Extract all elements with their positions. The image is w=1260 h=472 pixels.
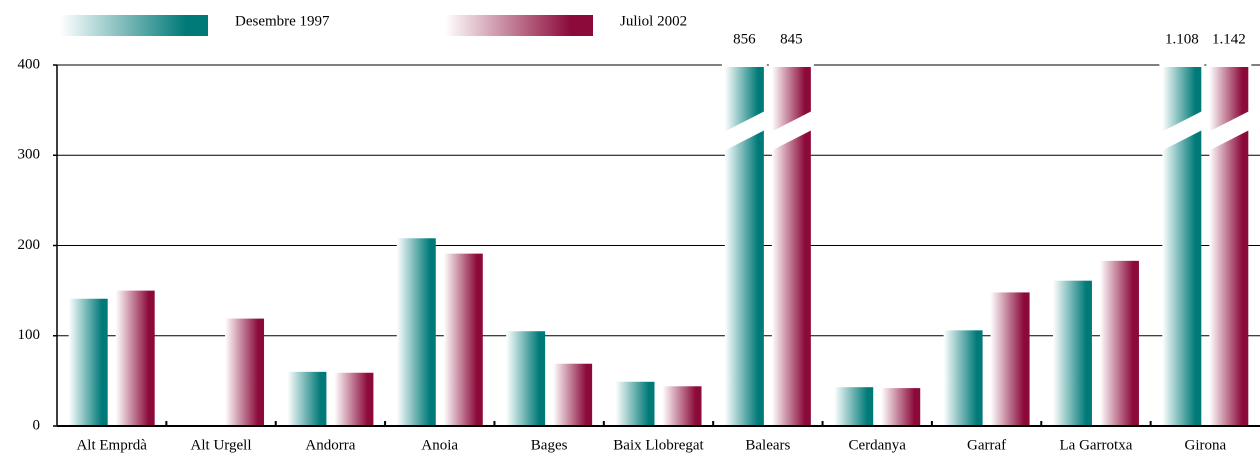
bar	[834, 387, 874, 426]
y-tick-label: 200	[18, 237, 41, 253]
x-tick-label: Alt Emprdà	[76, 437, 147, 453]
x-tick-label: Cerdanya	[848, 437, 906, 453]
bar	[443, 253, 483, 426]
y-tick-label: 400	[18, 56, 41, 72]
legend-label: Desembre 1997	[235, 13, 330, 29]
grid-gap	[721, 63, 767, 67]
bar	[287, 371, 327, 426]
value-label: 856	[733, 31, 756, 47]
y-tick-label: 100	[18, 327, 41, 343]
x-tick-label: Alt Urgell	[191, 437, 252, 453]
axis-break	[1159, 110, 1205, 152]
y-tick-label: 300	[18, 147, 41, 163]
x-tick-label: Anoia	[421, 437, 458, 453]
axis-break	[768, 110, 814, 152]
x-tick-label: Balears	[745, 437, 790, 453]
bar	[553, 363, 593, 426]
x-tick-label: Garraf	[967, 437, 1006, 453]
value-label: 845	[780, 31, 803, 47]
bar	[115, 290, 155, 426]
bar	[615, 381, 655, 426]
value-label: 1.142	[1212, 31, 1246, 47]
grid-gap	[1206, 63, 1252, 67]
bar	[334, 372, 374, 426]
bar	[881, 388, 921, 426]
bar	[506, 331, 546, 426]
legend-label: Juliol 2002	[620, 13, 687, 29]
grid-gap	[1159, 63, 1205, 67]
x-tick-label: Andorra	[305, 437, 355, 453]
bar	[990, 292, 1030, 426]
grid-gap	[768, 63, 814, 67]
y-tick-label: 0	[33, 417, 41, 433]
bar	[1052, 280, 1092, 426]
legend-swatch	[60, 15, 208, 36]
x-tick-label: Girona	[1184, 437, 1226, 453]
axis-break	[1206, 110, 1252, 152]
value-label: 1.108	[1165, 31, 1199, 47]
legend-swatch	[445, 15, 593, 36]
bar	[662, 386, 702, 426]
x-tick-label: Bages	[531, 437, 568, 453]
x-tick-label: La Garrotxa	[1060, 437, 1133, 453]
bar	[225, 318, 265, 426]
bar	[68, 298, 108, 426]
axis-break	[721, 110, 767, 152]
bar	[396, 238, 436, 426]
bar	[943, 330, 983, 426]
x-tick-label: Baix Llobregat	[613, 437, 704, 453]
bar	[1099, 260, 1139, 426]
